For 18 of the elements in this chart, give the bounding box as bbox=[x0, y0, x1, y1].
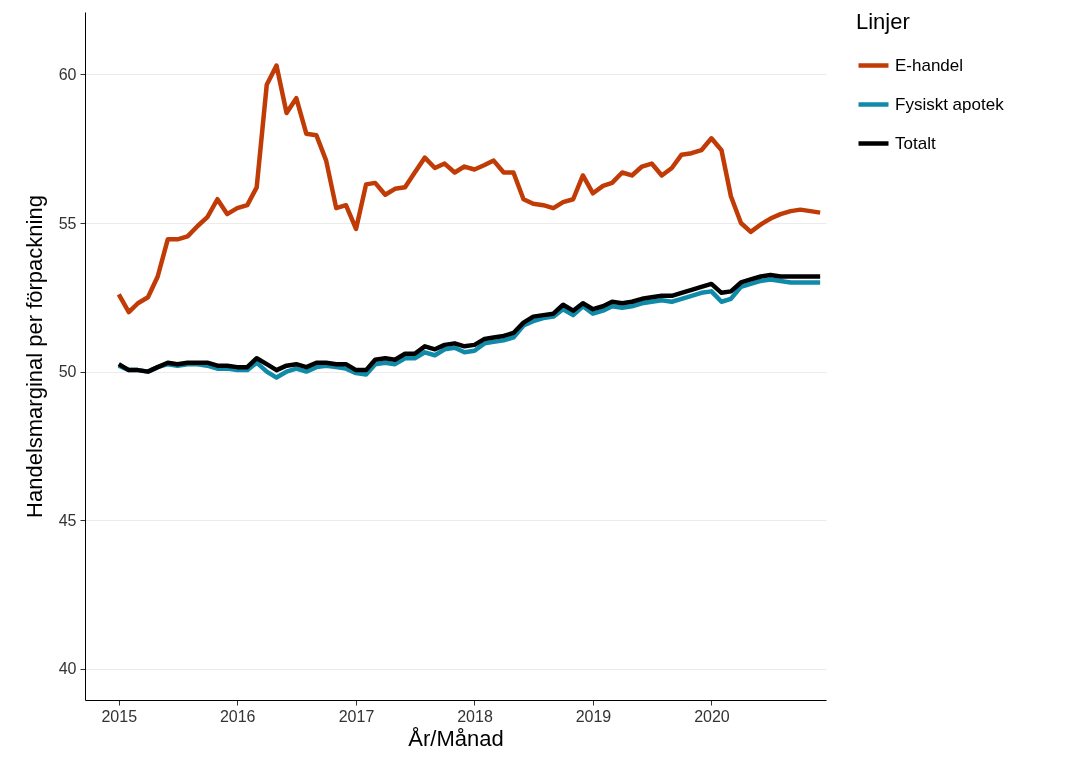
legend-label: E-handel bbox=[895, 55, 964, 75]
y-tick-label: 55 bbox=[58, 214, 77, 232]
line-series bbox=[116, 63, 823, 315]
legend-label: Totalt bbox=[895, 133, 936, 153]
y-tick-label: 45 bbox=[58, 511, 77, 529]
x-tick-label: 2018 bbox=[457, 707, 493, 725]
x-axis-title: År/Månad bbox=[408, 725, 504, 751]
x-tick-label: 2019 bbox=[575, 707, 612, 725]
x-tick-label: 2016 bbox=[219, 707, 256, 725]
y-tick-label: 50 bbox=[58, 363, 77, 381]
y-tick-label: 60 bbox=[58, 65, 77, 83]
legend-title: Linjer bbox=[856, 9, 910, 34]
x-tick-label: 2015 bbox=[101, 707, 138, 725]
legend-label: Fysiskt apotek bbox=[895, 94, 1005, 114]
y-axis-title: Handelsmarginal per förpackning bbox=[21, 195, 47, 518]
x-tick-label: 2017 bbox=[338, 707, 375, 725]
x-tick-label: 2020 bbox=[694, 707, 730, 725]
y-tick-label: 40 bbox=[58, 660, 77, 678]
